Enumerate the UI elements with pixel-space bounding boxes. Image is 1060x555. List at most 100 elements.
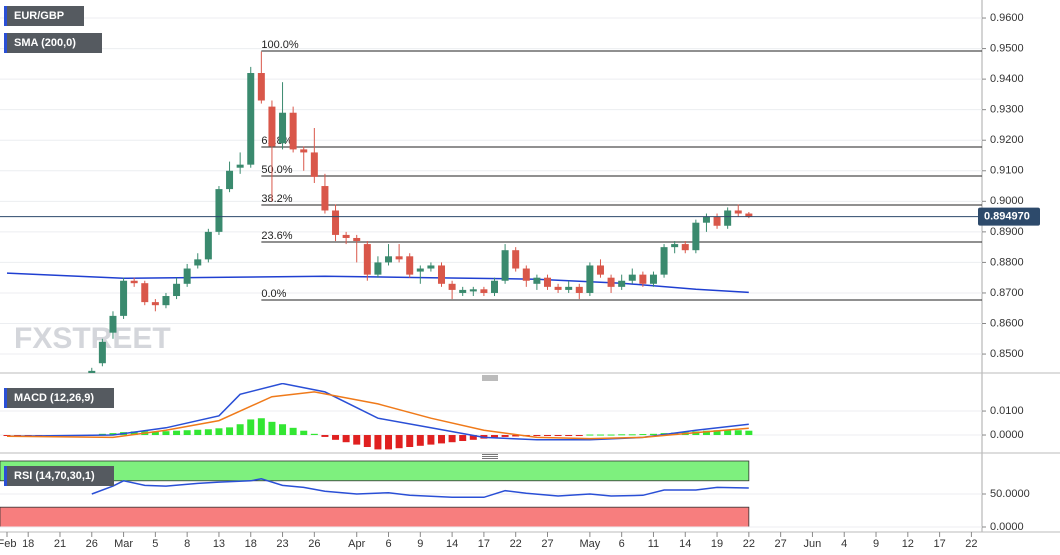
fib-label: 23.6%	[261, 230, 292, 242]
y-tick-label: 0.9200	[990, 134, 1024, 146]
x-tick-label: 4	[841, 538, 847, 550]
legend-accent	[4, 6, 7, 26]
legend-tag: EUR/GBP	[4, 6, 84, 26]
candle-body	[596, 265, 604, 275]
macd-bar	[257, 418, 265, 436]
macd-bar	[236, 424, 244, 436]
macd-bar	[204, 429, 212, 436]
candle-body	[204, 231, 212, 260]
macd-bar	[289, 427, 297, 436]
candle-body	[565, 286, 573, 290]
candle-body	[88, 370, 96, 373]
macd-bar	[395, 435, 403, 449]
x-tick-label: 6	[385, 538, 391, 550]
legend-box	[4, 33, 102, 53]
macd-bar	[702, 430, 710, 436]
macd-bar	[427, 435, 435, 445]
x-tick-label: 12	[902, 538, 914, 550]
candle-body	[586, 265, 594, 293]
x-tick-label: 27	[541, 538, 553, 550]
x-tick-label: 13	[213, 538, 225, 550]
macd-bar	[183, 430, 191, 436]
y-tick-label: 0.8800	[990, 256, 1024, 268]
x-tick-label: 9	[417, 538, 423, 550]
x-tick-label: 17	[478, 538, 490, 550]
y-tick-label: 0.9300	[990, 104, 1024, 116]
candle-body	[671, 244, 679, 248]
macd-bar	[300, 430, 308, 436]
macd-bar	[745, 430, 753, 436]
y-tick-label: 0.0100	[990, 405, 1024, 417]
candle-body	[363, 244, 371, 275]
y-tick-label: 0.8700	[990, 287, 1024, 299]
macd-bar	[543, 435, 551, 437]
candle-body	[236, 164, 244, 168]
y-tick-label: 0.8600	[990, 317, 1024, 329]
rsi-band	[0, 506, 750, 528]
x-tick-label: 14	[679, 538, 691, 550]
x-tick-label: 18	[245, 538, 257, 550]
legend-label: EUR/GBP	[14, 10, 64, 22]
macd-bar	[575, 435, 583, 437]
x-tick-label: 19	[711, 538, 723, 550]
candle-body	[247, 73, 255, 165]
candle-body	[628, 274, 636, 281]
macd-bar	[385, 435, 393, 450]
candle-body	[332, 210, 340, 235]
last-price-label: 0.894970	[984, 211, 1030, 223]
x-tick-label: 8	[184, 538, 190, 550]
macd-bar	[353, 435, 361, 445]
candle-body	[98, 341, 106, 364]
macd-bar	[586, 434, 594, 436]
x-tick-label: 14	[446, 538, 458, 550]
macd-bar	[618, 434, 626, 436]
y-tick-label: 0.0000	[990, 521, 1024, 533]
legend-tag: SMA (200,0)	[4, 33, 102, 53]
x-tick-label: 26	[86, 538, 98, 550]
macd-bar	[247, 419, 255, 436]
fib-label: 61.8%	[261, 135, 292, 147]
macd-bar	[459, 435, 467, 442]
candle-body	[575, 286, 583, 293]
candle-body	[406, 256, 414, 275]
macd-bar	[321, 435, 329, 437]
candle-body	[649, 274, 657, 284]
candle-body	[427, 265, 435, 269]
x-tick-label: 22	[965, 538, 977, 550]
candle-body	[416, 268, 424, 272]
macd-bar	[565, 435, 573, 437]
x-tick-label: 26	[308, 538, 320, 550]
macd-bar	[310, 433, 318, 436]
candle-body	[734, 210, 742, 214]
x-tick-label: 22	[743, 538, 755, 550]
candle-body	[702, 216, 710, 223]
x-tick-label: May	[579, 538, 600, 550]
candle-body	[501, 250, 509, 281]
macd-bar	[151, 431, 159, 436]
candle-body	[618, 280, 626, 287]
candle-body	[692, 222, 700, 251]
x-tick-label: 11	[648, 538, 659, 550]
macd-bar	[194, 429, 202, 436]
candle-body	[162, 296, 170, 306]
macd-bar	[173, 430, 181, 436]
candle-body	[215, 189, 223, 232]
candle-body	[522, 268, 530, 281]
x-tick-label: 9	[873, 538, 879, 550]
legend-tag: RSI (14,70,30,1)	[4, 466, 114, 486]
candle-body	[554, 286, 562, 290]
x-tick-label: 5	[152, 538, 158, 550]
candle-body	[289, 112, 297, 150]
macd-bar	[512, 435, 520, 437]
legend-tag: MACD (12,26,9)	[4, 388, 114, 408]
legend-label: RSI (14,70,30,1)	[14, 470, 95, 482]
fib-label: 50.0%	[261, 164, 292, 176]
candle-body	[543, 277, 551, 287]
candle-body	[130, 280, 138, 284]
macd-bar	[109, 433, 117, 436]
macd-bar	[363, 435, 371, 448]
candle-body	[173, 283, 181, 297]
candle-body	[268, 106, 276, 147]
fib-label: 38.2%	[261, 193, 292, 205]
